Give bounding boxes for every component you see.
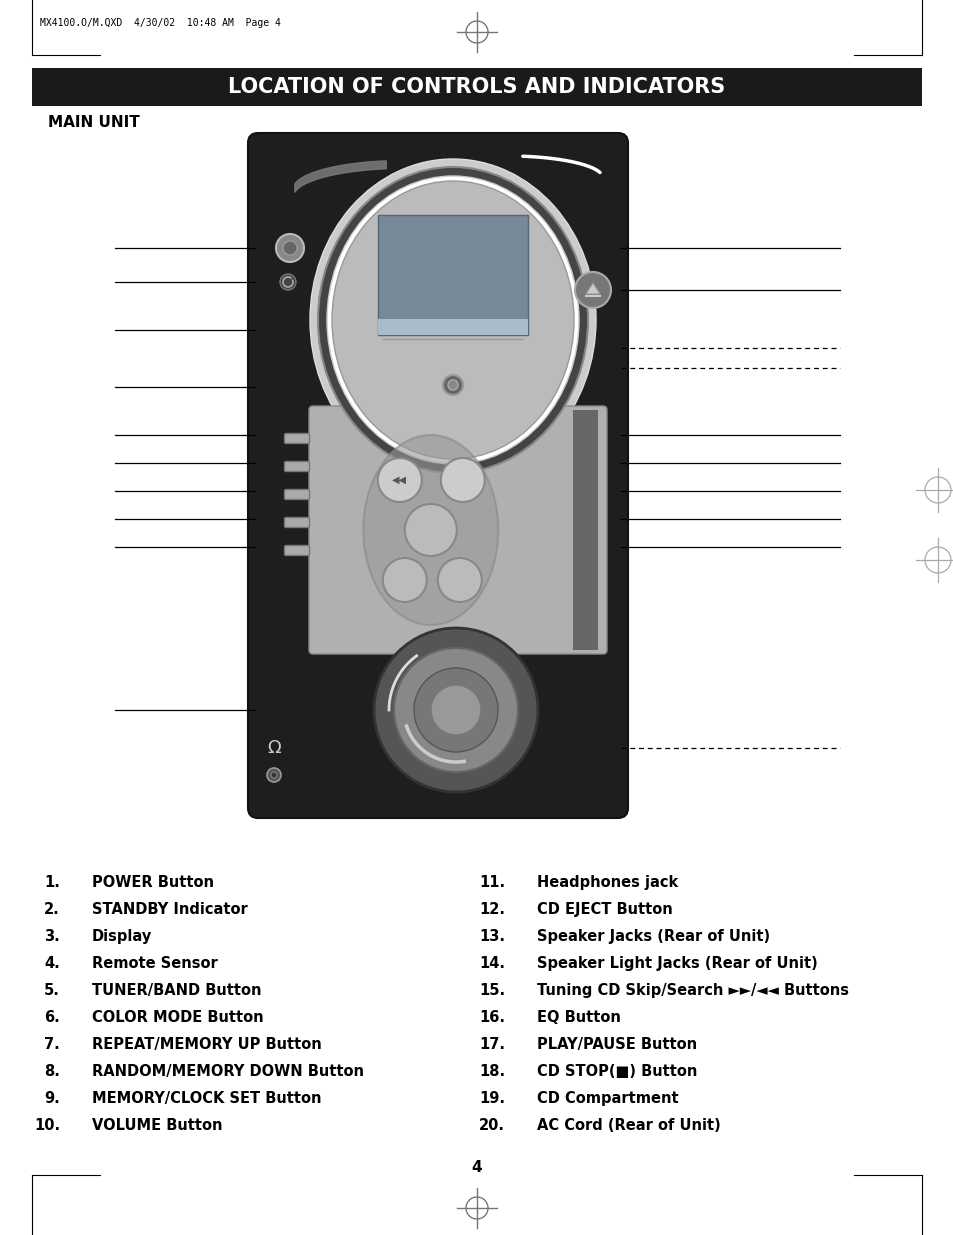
Circle shape xyxy=(394,648,517,772)
Text: 13.: 13. xyxy=(478,929,504,944)
FancyBboxPatch shape xyxy=(248,133,627,818)
Polygon shape xyxy=(585,283,599,294)
Bar xyxy=(32,68,921,106)
Text: 14.: 14. xyxy=(478,956,504,971)
Ellipse shape xyxy=(317,167,587,473)
Text: STANDBY Indicator: STANDBY Indicator xyxy=(91,902,248,918)
Circle shape xyxy=(267,768,281,782)
Text: CD STOP(■) Button: CD STOP(■) Button xyxy=(537,1065,697,1079)
Text: 16.: 16. xyxy=(478,1010,504,1025)
Text: Remote Sensor: Remote Sensor xyxy=(91,956,217,971)
Ellipse shape xyxy=(310,159,596,480)
FancyBboxPatch shape xyxy=(309,406,606,655)
Circle shape xyxy=(575,272,610,308)
Circle shape xyxy=(280,274,295,290)
Circle shape xyxy=(404,504,456,556)
Circle shape xyxy=(382,558,426,601)
Text: REPEAT/MEMORY UP Button: REPEAT/MEMORY UP Button xyxy=(91,1037,321,1052)
Text: 8.: 8. xyxy=(44,1065,60,1079)
Circle shape xyxy=(414,668,497,752)
Text: 12.: 12. xyxy=(478,902,504,918)
Text: Speaker Jacks (Rear of Unit): Speaker Jacks (Rear of Unit) xyxy=(537,929,769,944)
Text: AC Cord (Rear of Unit): AC Cord (Rear of Unit) xyxy=(537,1118,720,1132)
Circle shape xyxy=(448,380,457,390)
Text: 4.: 4. xyxy=(44,956,60,971)
Circle shape xyxy=(374,629,537,792)
Text: CD EJECT Button: CD EJECT Button xyxy=(537,902,672,918)
Text: COLOR MODE Button: COLOR MODE Button xyxy=(91,1010,263,1025)
Text: 19.: 19. xyxy=(478,1091,504,1107)
Bar xyxy=(377,215,527,335)
Circle shape xyxy=(271,772,276,778)
Text: 1.: 1. xyxy=(44,876,60,890)
Text: Speaker Light Jacks (Rear of Unit): Speaker Light Jacks (Rear of Unit) xyxy=(537,956,817,971)
Text: 9.: 9. xyxy=(44,1091,60,1107)
Text: MX4100.O/M.QXD  4/30/02  10:48 AM  Page 4: MX4100.O/M.QXD 4/30/02 10:48 AM Page 4 xyxy=(40,19,280,28)
Text: VOLUME Button: VOLUME Button xyxy=(91,1118,222,1132)
Text: 15.: 15. xyxy=(478,983,504,998)
Text: 6.: 6. xyxy=(44,1010,60,1025)
Text: Ω: Ω xyxy=(267,739,280,757)
Circle shape xyxy=(275,233,304,262)
Text: RANDOM/MEMORY DOWN Button: RANDOM/MEMORY DOWN Button xyxy=(91,1065,364,1079)
Text: 4: 4 xyxy=(471,1160,482,1174)
FancyBboxPatch shape xyxy=(284,517,309,527)
Text: 7.: 7. xyxy=(44,1037,60,1052)
Text: MEMORY/CLOCK SET Button: MEMORY/CLOCK SET Button xyxy=(91,1091,321,1107)
Circle shape xyxy=(442,375,462,395)
Circle shape xyxy=(437,558,481,601)
Text: POWER Button: POWER Button xyxy=(91,876,213,890)
Text: 20.: 20. xyxy=(478,1118,504,1132)
Text: LOCATION OF CONTROLS AND INDICATORS: LOCATION OF CONTROLS AND INDICATORS xyxy=(228,77,725,98)
Text: 17.: 17. xyxy=(478,1037,504,1052)
Text: 10.: 10. xyxy=(34,1118,60,1132)
Circle shape xyxy=(283,241,296,254)
FancyBboxPatch shape xyxy=(284,462,309,472)
Circle shape xyxy=(377,458,421,501)
FancyBboxPatch shape xyxy=(284,433,309,443)
Text: 18.: 18. xyxy=(478,1065,504,1079)
FancyBboxPatch shape xyxy=(284,546,309,556)
Text: EQ Button: EQ Button xyxy=(537,1010,620,1025)
Bar xyxy=(377,319,527,335)
Text: 11.: 11. xyxy=(478,876,504,890)
Ellipse shape xyxy=(327,177,578,464)
Ellipse shape xyxy=(363,435,497,625)
Text: 5.: 5. xyxy=(44,983,60,998)
Circle shape xyxy=(431,685,480,735)
Bar xyxy=(573,410,598,650)
Text: Display: Display xyxy=(91,929,152,944)
Text: PLAY/PAUSE Button: PLAY/PAUSE Button xyxy=(537,1037,697,1052)
Text: TUNER/BAND Button: TUNER/BAND Button xyxy=(91,983,261,998)
Text: CD Compartment: CD Compartment xyxy=(537,1091,678,1107)
Text: MAIN UNIT: MAIN UNIT xyxy=(48,115,139,130)
Text: Headphones jack: Headphones jack xyxy=(537,876,678,890)
Text: 3.: 3. xyxy=(44,929,60,944)
Text: 2.: 2. xyxy=(44,902,60,918)
Circle shape xyxy=(440,458,484,501)
Text: Tuning CD Skip/Search ►►/◄◄ Buttons: Tuning CD Skip/Search ►►/◄◄ Buttons xyxy=(537,983,848,998)
Ellipse shape xyxy=(332,182,574,459)
Text: ◀◀: ◀◀ xyxy=(392,475,407,485)
FancyBboxPatch shape xyxy=(284,489,309,499)
